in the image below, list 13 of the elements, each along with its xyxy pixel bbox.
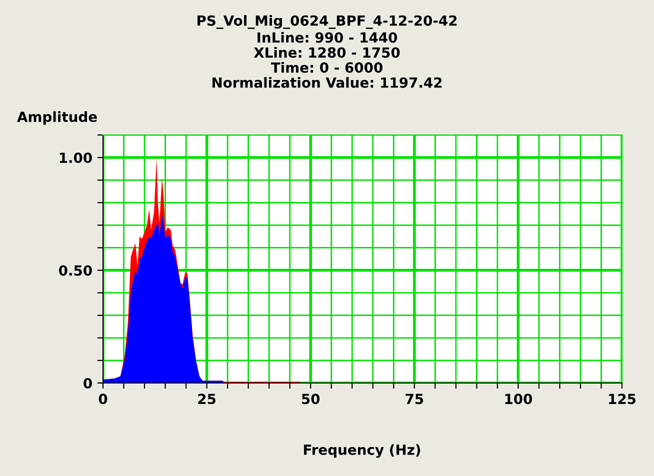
x-tick-label: 100	[505, 394, 532, 404]
y-axis-title: Amplitude	[17, 111, 97, 125]
y-tick-label: 0.50	[58, 265, 92, 276]
x-tick-label: 75	[406, 394, 424, 404]
x-tick-label: 25	[198, 394, 216, 404]
chart-title: PS_Vol_Mig_0624_BPF_4-12-20-42	[197, 15, 457, 29]
x-tick-label: 50	[302, 394, 320, 404]
x-tick-label: 125	[609, 394, 636, 404]
y-tick-label: 0	[84, 378, 92, 388]
x-axis-title: Frequency (Hz)	[304, 444, 420, 458]
x-tick-label: 0	[98, 394, 108, 404]
y-tick-label: 1.00	[60, 152, 92, 164]
chart-subtitle: InLine: 990 - 1440 XLine: 1280 - 1750 Time: 0 - 6000 Normalization Value: 1197.42	[212, 32, 442, 88]
